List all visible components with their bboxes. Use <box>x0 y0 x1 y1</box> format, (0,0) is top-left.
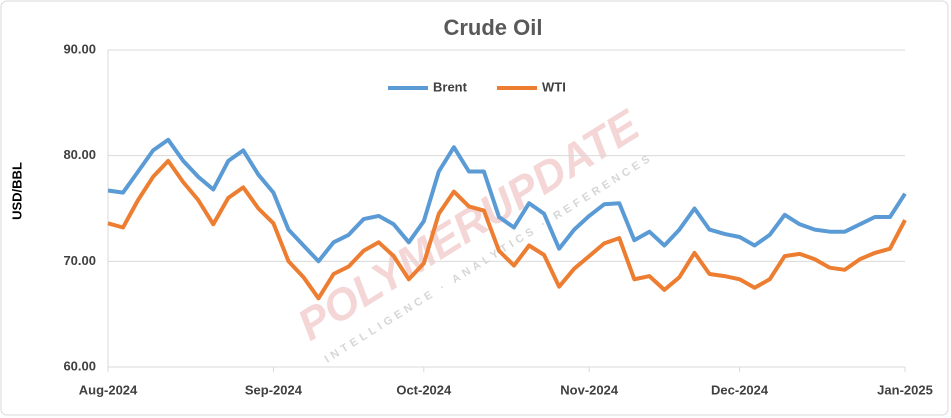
y-tick-label: 60.00 <box>63 358 96 373</box>
x-tick-label: Dec-2024 <box>711 382 769 397</box>
y-tick-label: 80.00 <box>63 147 96 162</box>
x-tick-label: Sep-2024 <box>245 382 303 397</box>
x-tick-label: Oct-2024 <box>396 382 452 397</box>
chart-title: Crude Oil <box>443 15 542 40</box>
series-line <box>107 158 907 301</box>
y-tick-label: 70.00 <box>63 253 96 268</box>
x-tick-label: Nov-2024 <box>560 382 619 397</box>
x-tick-label: Jan-2025 <box>877 382 933 397</box>
y-axis-label: USD/BBL <box>9 162 24 220</box>
series-line <box>107 137 907 264</box>
y-tick-label: 90.00 <box>63 41 96 56</box>
legend-label: WTI <box>542 79 566 94</box>
x-tick-label: Aug-2024 <box>79 382 138 397</box>
legend-label: Brent <box>433 79 468 94</box>
